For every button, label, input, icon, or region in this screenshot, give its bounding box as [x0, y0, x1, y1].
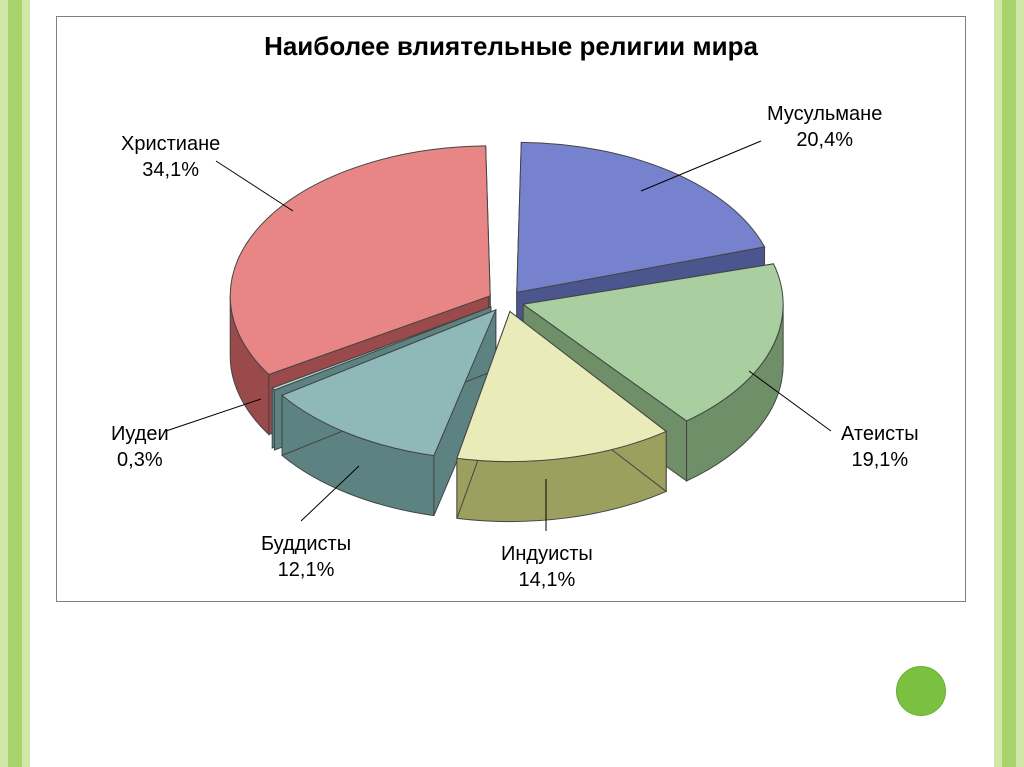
- leader-line: [641, 141, 761, 191]
- stripe-l1: [0, 0, 8, 767]
- leader-line: [166, 399, 261, 431]
- slice-label: Индуисты 14,1%: [501, 541, 593, 593]
- slice-label: Мусульмане 20,4%: [767, 101, 882, 153]
- stripe-l3: [22, 0, 30, 767]
- slice-label: Иудеи 0,3%: [111, 421, 169, 473]
- stripe-r1: [994, 0, 1002, 767]
- slide-canvas: Наиболее влиятельные религии мира Мусуль…: [0, 0, 1024, 767]
- chart-frame: Наиболее влиятельные религии мира Мусуль…: [56, 16, 966, 602]
- stripe-r2: [1002, 0, 1016, 767]
- stripe-l2: [8, 0, 22, 767]
- slice-label: Буддисты 12,1%: [261, 531, 351, 583]
- stripe-r3: [1016, 0, 1024, 767]
- accent-circle-icon: [896, 666, 946, 716]
- leader-line: [216, 161, 293, 211]
- slice-label: Атеисты 19,1%: [841, 421, 919, 473]
- slice-label: Христиане 34,1%: [121, 131, 220, 183]
